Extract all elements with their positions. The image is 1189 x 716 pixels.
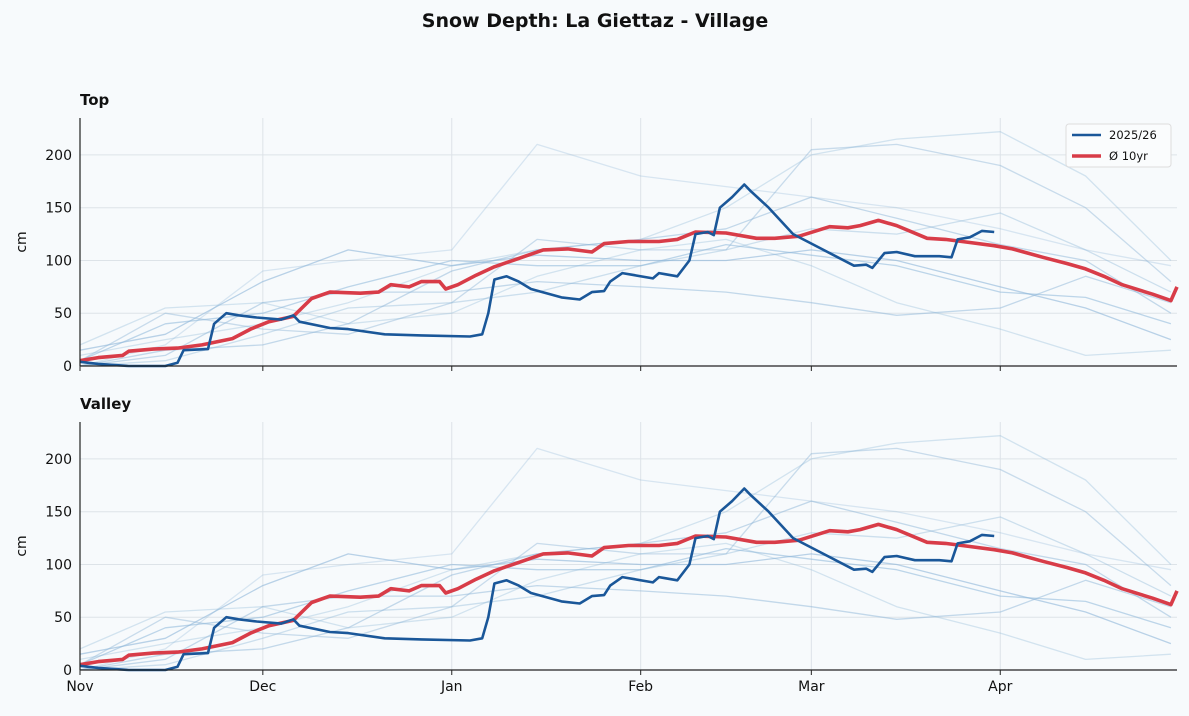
x-tick-label: Mar <box>798 679 825 695</box>
x-tick-label: Dec <box>249 679 276 695</box>
history-season-line <box>79 238 1171 357</box>
legend-label: 2025/26 <box>1109 128 1157 142</box>
y-tick-label: 150 <box>45 201 72 217</box>
legend-label: Ø 10yr <box>1109 149 1148 163</box>
history-season-line <box>79 447 1172 671</box>
average-10yr-line <box>79 522 1179 667</box>
history-season-line <box>79 143 1172 367</box>
panel-title: Valley <box>80 395 131 413</box>
history-season-line <box>79 143 1172 362</box>
y-tick-label: 200 <box>45 148 72 164</box>
y-tick-label: 0 <box>63 663 72 679</box>
average-10yr-line <box>79 218 1179 363</box>
x-tick-label: Feb <box>628 679 653 695</box>
current-season-line <box>79 487 995 672</box>
history-season-line <box>79 542 1171 661</box>
y-tick-label: 100 <box>45 253 72 269</box>
history-season-line <box>79 275 1172 367</box>
history-season-line <box>79 447 1172 666</box>
y-tick-label: 0 <box>63 359 72 375</box>
chart-title: Snow Depth: La Giettaz - Village <box>422 10 768 32</box>
y-tick-label: 150 <box>45 505 72 521</box>
x-tick-label: Nov <box>66 679 93 695</box>
current-season-line <box>79 183 995 368</box>
history-season-line <box>79 249 1172 351</box>
history-season-line <box>79 243 1172 362</box>
y-axis-label: cm <box>14 535 30 556</box>
y-tick-label: 100 <box>45 557 72 573</box>
history-season-line <box>79 516 1172 671</box>
x-tick-label: Apr <box>988 679 1012 695</box>
x-tick-label: Jan <box>440 679 463 695</box>
history-season-line <box>79 196 1172 367</box>
history-season-line <box>79 212 1172 367</box>
panel-top: Top 0 50 100 150 200 cm 2025/26 Ø 10yr <box>14 91 1179 375</box>
panel-title: Top <box>80 91 110 109</box>
history-season-line <box>79 579 1172 671</box>
y-tick-label: 50 <box>54 610 72 626</box>
panel-valley: Valley 0 50 100 150 200 Nov Dec Jan Feb Mar Apr cm <box>14 395 1179 695</box>
history-season-line <box>79 553 1172 655</box>
legend: 2025/26 Ø 10yr <box>1065 123 1172 168</box>
y-axis-label: cm <box>14 231 30 252</box>
history-season-line <box>79 547 1172 666</box>
y-tick-label: 50 <box>54 306 72 322</box>
y-tick-label: 200 <box>45 452 72 468</box>
history-season-line <box>79 500 1172 671</box>
